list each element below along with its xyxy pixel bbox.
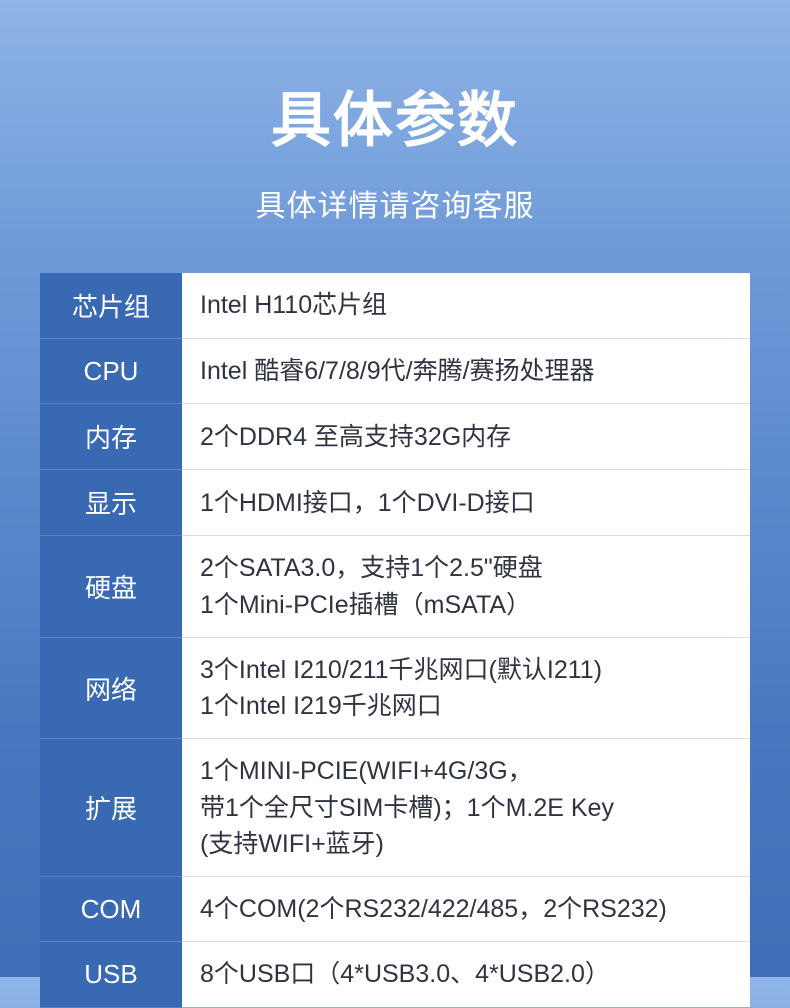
table-row: 芯片组 Intel H110芯片组 — [40, 273, 750, 339]
spec-value: Intel H110芯片组 — [182, 273, 750, 338]
spec-value: 2个SATA3.0，支持1个2.5"硬盘1个Mini-PCIe插槽（mSATA） — [182, 536, 750, 637]
spec-value: 1个MINI-PCIE(WIFI+4G/3G，带1个全尺寸SIM卡槽)；1个M.… — [182, 739, 750, 876]
spec-label: 网络 — [40, 638, 182, 740]
spec-value: 8个USB口（4*USB3.0、4*USB2.0） — [182, 942, 750, 1006]
table-row: 硬盘 2个SATA3.0，支持1个2.5"硬盘1个Mini-PCIe插槽（mSA… — [40, 536, 750, 638]
page-subtitle: 具体详情请咨询客服 — [0, 181, 790, 225]
spec-label: USB — [40, 942, 182, 1007]
spec-value: Intel 酷睿6/7/8/9代/奔腾/赛扬处理器 — [182, 339, 750, 403]
spec-label: 芯片组 — [40, 273, 182, 339]
spec-value: 4个COM(2个RS232/422/485，2个RS232) — [182, 877, 750, 941]
page-title: 具体参数 — [0, 72, 790, 159]
table-row: 显示 1个HDMI接口，1个DVI-D接口 — [40, 470, 750, 536]
table-row: 内存 2个DDR4 至高支持32G内存 — [40, 404, 750, 470]
table-row: USB 8个USB口（4*USB3.0、4*USB2.0） — [40, 942, 750, 1006]
header-block: 具体参数 具体详情请咨询客服 — [0, 0, 790, 273]
spec-value: 2个DDR4 至高支持32G内存 — [182, 404, 750, 469]
spec-label: 扩展 — [40, 739, 182, 877]
spec-label: 显示 — [40, 470, 182, 536]
spec-value: 1个HDMI接口，1个DVI-D接口 — [182, 470, 750, 535]
spec-label: COM — [40, 877, 182, 942]
spec-table: 芯片组 Intel H110芯片组 CPU Intel 酷睿6/7/8/9代/奔… — [40, 273, 750, 1007]
spec-label: 内存 — [40, 404, 182, 470]
table-row: 网络 3个Intel I210/211千兆网口(默认I211)1个Intel I… — [40, 638, 750, 740]
table-row: 扩展 1个MINI-PCIE(WIFI+4G/3G，带1个全尺寸SIM卡槽)；1… — [40, 739, 750, 877]
spec-label: CPU — [40, 339, 182, 404]
table-row: COM 4个COM(2个RS232/422/485，2个RS232) — [40, 877, 750, 942]
spec-value: 3个Intel I210/211千兆网口(默认I211)1个Intel I219… — [182, 638, 750, 739]
spec-label: 硬盘 — [40, 536, 182, 638]
table-row: CPU Intel 酷睿6/7/8/9代/奔腾/赛扬处理器 — [40, 339, 750, 404]
